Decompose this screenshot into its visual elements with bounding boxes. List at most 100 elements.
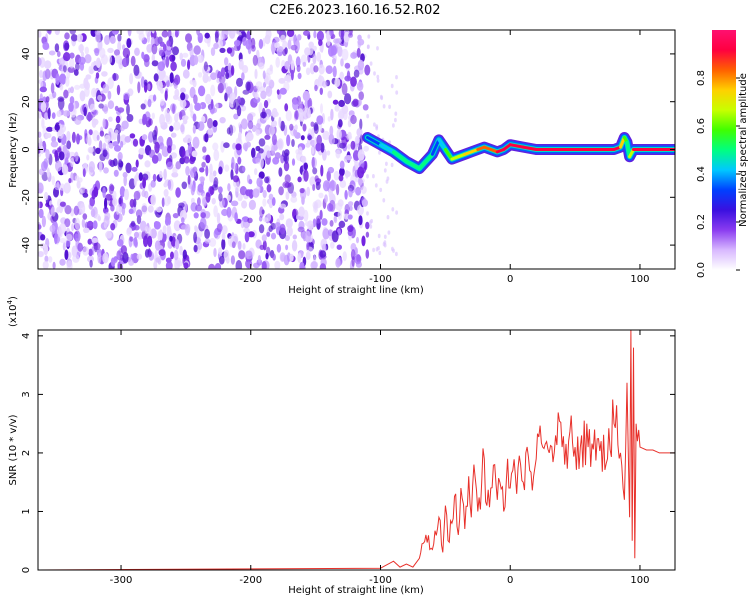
noise-speck (63, 182, 71, 194)
noise-speck (367, 34, 371, 39)
noise-speck (45, 149, 50, 160)
noise-speck (286, 226, 293, 237)
noise-speck (200, 212, 206, 219)
noise-speck (236, 77, 243, 87)
noise-speck (164, 108, 170, 120)
noise-speck (382, 198, 386, 203)
noise-speck (272, 157, 280, 165)
noise-speck (290, 69, 294, 81)
noise-speck (285, 191, 290, 200)
signal-track-segment (437, 138, 447, 151)
noise-speck (112, 72, 117, 82)
noise-speck (159, 170, 163, 179)
noise-speck (120, 140, 124, 148)
noise-speck (102, 83, 110, 94)
noise-speck (329, 30, 334, 37)
noise-speck (162, 225, 167, 235)
noise-speck (282, 48, 287, 57)
noise-speck (146, 31, 151, 43)
noise-speck (382, 242, 386, 247)
noise-speck (178, 202, 185, 208)
noise-speck (395, 75, 398, 80)
noise-speck (176, 260, 183, 267)
noise-speck (339, 160, 345, 170)
noise-speck (225, 72, 230, 80)
noise-speck (62, 242, 66, 251)
noise-speck (175, 161, 181, 170)
noise-speck (334, 104, 340, 112)
noise-speck (313, 30, 317, 39)
noise-speck (133, 224, 140, 231)
noise-speck (261, 261, 267, 269)
noise-speck (359, 118, 363, 130)
noise-speck (339, 167, 345, 177)
noise-speck (102, 187, 106, 199)
snr-y-tick-label: 0 (21, 567, 32, 573)
noise-speck (374, 183, 378, 188)
noise-speck (144, 249, 150, 258)
noise-speck (75, 62, 80, 71)
noise-speck (167, 179, 172, 190)
noise-speck (219, 117, 226, 124)
noise-speck (305, 67, 311, 76)
noise-speck (166, 224, 171, 232)
noise-speck (263, 217, 269, 223)
noise-speck (117, 107, 125, 113)
noise-speck (174, 239, 180, 250)
noise-speck (137, 81, 141, 94)
noise-speck (365, 221, 370, 230)
noise-speck (46, 126, 54, 132)
noise-speck (184, 134, 192, 144)
noise-speck (79, 202, 86, 215)
noise-speck (295, 56, 301, 68)
noise-speck (174, 74, 181, 86)
noise-speck (331, 230, 339, 243)
noise-speck (112, 190, 117, 200)
noise-speck (68, 151, 76, 158)
noise-speck (132, 138, 139, 147)
noise-speck (130, 253, 134, 260)
noise-speck (107, 47, 114, 54)
noise-speck (213, 247, 217, 258)
noise-speck (83, 227, 90, 233)
noise-speck (316, 115, 324, 125)
noise-speck (395, 251, 398, 257)
noise-speck (82, 246, 90, 256)
noise-speck (170, 61, 177, 72)
noise-speck (321, 80, 328, 88)
noise-speck (290, 196, 298, 203)
noise-speck (356, 47, 361, 58)
noise-speck (335, 202, 343, 211)
noise-speck (69, 96, 75, 105)
noise-speck (304, 230, 311, 243)
noise-speck (210, 99, 214, 110)
noise-speck (242, 36, 247, 47)
noise-speck (50, 141, 59, 148)
noise-speck (386, 215, 390, 220)
noise-speck (65, 76, 70, 87)
noise-speck (38, 182, 44, 194)
noise-speck (279, 223, 286, 235)
noise-speck (158, 249, 166, 257)
noise-speck (153, 36, 160, 47)
noise-speck (262, 240, 267, 251)
noise-speck (383, 168, 387, 173)
noise-speck (240, 219, 245, 229)
snr-x-label: Height of straight line (km) (288, 585, 424, 596)
noise-speck (307, 108, 311, 118)
noise-speck (167, 145, 172, 154)
noise-speck (391, 207, 395, 212)
noise-speck (376, 46, 379, 51)
signal-track-segment (430, 138, 441, 156)
noise-speck (220, 67, 226, 77)
noise-speck (235, 143, 242, 151)
noise-speck (290, 44, 298, 51)
noise-speck (307, 135, 313, 141)
noise-speck (213, 205, 218, 218)
noise-speck (265, 252, 269, 260)
noise-speck (125, 162, 132, 174)
noise-speck (214, 263, 222, 269)
noise-speck (217, 82, 225, 94)
noise-speck (143, 79, 148, 86)
noise-speck (335, 149, 341, 159)
